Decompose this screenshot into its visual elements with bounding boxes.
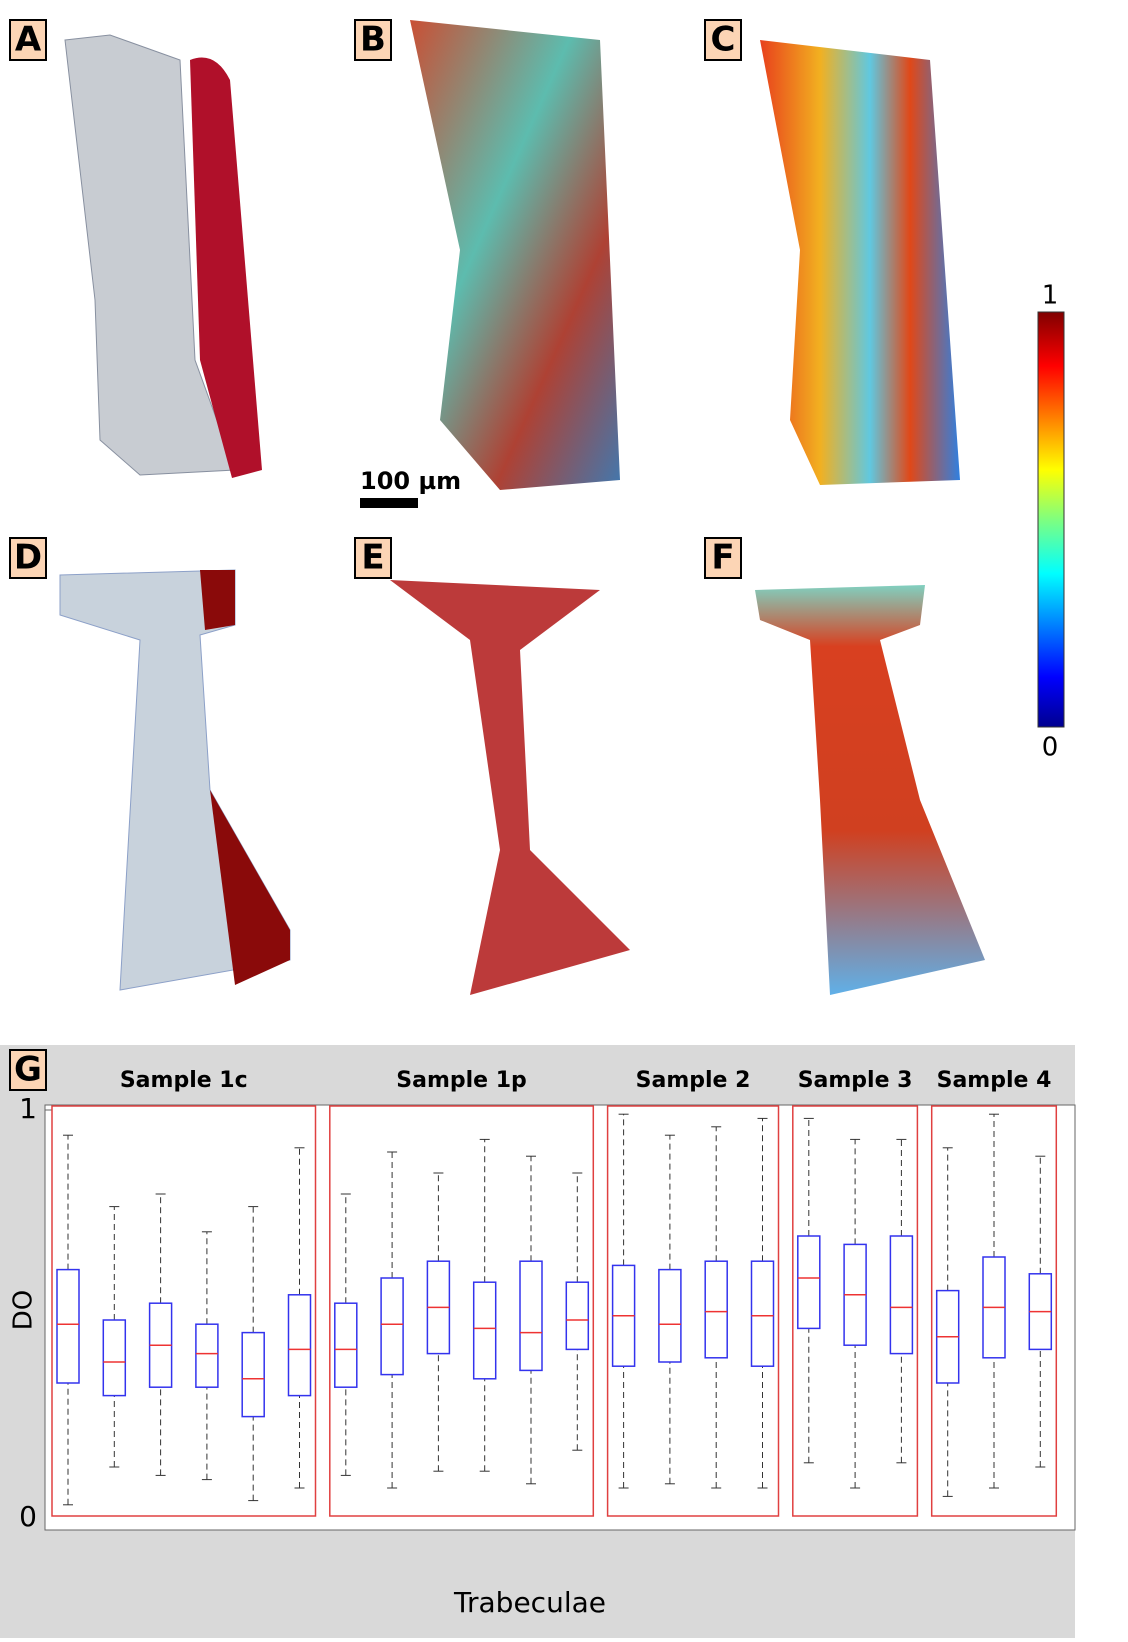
scale-bar [360,498,418,508]
group-label: Sample 1p [396,1068,527,1093]
panel-label: B [360,20,386,60]
panel-label: F [711,538,734,578]
panel-f-image [755,585,985,995]
panel-label: G [14,1050,42,1090]
panel-label: D [14,538,42,578]
group-label: Sample 2 [636,1068,751,1093]
scale-bar-label: 100 µm [360,467,461,495]
colorbar-tick-label: 0 [1042,733,1059,763]
x-axis-label: Trabeculae [453,1586,606,1619]
figure: 100 µm 1 0 Trabeculae DO A B C D E F G 0 1 Sample… [0,0,1128,1638]
colorbar [1038,312,1064,727]
y-tick-label: 0 [19,1500,37,1533]
y-tick-label: 1 [19,1092,37,1125]
panel-e-image [390,580,630,995]
y-axis-label: DO [9,1290,39,1331]
colorbar-tick-label: 1 [1042,281,1059,311]
panel-a-image [65,35,262,478]
panel-d-image [60,570,290,990]
panel-c-image [760,40,960,485]
group-label: Sample 3 [798,1068,913,1093]
panel-label: C [711,20,736,60]
group-label: Sample 1c [120,1068,248,1093]
plot-area [45,1105,1075,1530]
panel-label: A [15,20,42,60]
group-label: Sample 4 [937,1068,1052,1093]
panel-b-image [410,20,620,490]
panel-label: E [361,538,384,578]
